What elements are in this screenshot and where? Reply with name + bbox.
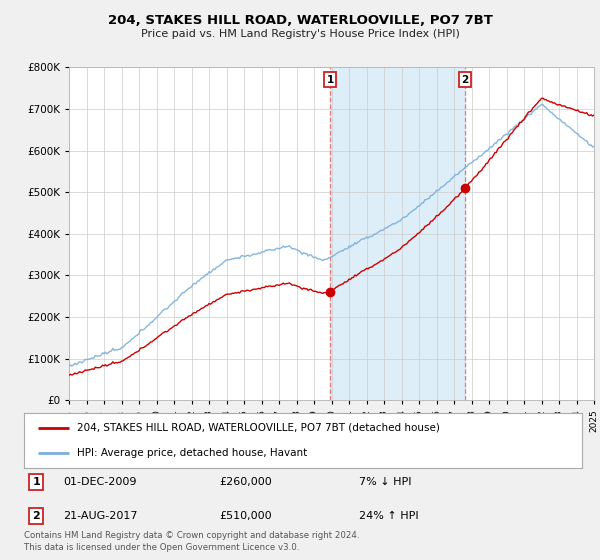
Text: 204, STAKES HILL ROAD, WATERLOOVILLE, PO7 7BT (detached house): 204, STAKES HILL ROAD, WATERLOOVILLE, PO… bbox=[77, 423, 440, 432]
Text: 1: 1 bbox=[32, 477, 40, 487]
Text: £260,000: £260,000 bbox=[220, 477, 272, 487]
Text: Price paid vs. HM Land Registry's House Price Index (HPI): Price paid vs. HM Land Registry's House … bbox=[140, 29, 460, 39]
Text: 204, STAKES HILL ROAD, WATERLOOVILLE, PO7 7BT: 204, STAKES HILL ROAD, WATERLOOVILLE, PO… bbox=[107, 14, 493, 27]
Text: Contains HM Land Registry data © Crown copyright and database right 2024.
This d: Contains HM Land Registry data © Crown c… bbox=[24, 531, 359, 552]
Text: HPI: Average price, detached house, Havant: HPI: Average price, detached house, Hava… bbox=[77, 448, 307, 458]
Bar bbox=[330, 67, 465, 400]
Text: £510,000: £510,000 bbox=[220, 511, 272, 521]
Text: 1: 1 bbox=[326, 74, 334, 85]
Text: 2: 2 bbox=[32, 511, 40, 521]
Text: 01-DEC-2009: 01-DEC-2009 bbox=[63, 477, 137, 487]
Text: 21-AUG-2017: 21-AUG-2017 bbox=[63, 511, 137, 521]
Text: 7% ↓ HPI: 7% ↓ HPI bbox=[359, 477, 412, 487]
Text: 24% ↑ HPI: 24% ↑ HPI bbox=[359, 511, 418, 521]
Text: 2: 2 bbox=[461, 74, 469, 85]
